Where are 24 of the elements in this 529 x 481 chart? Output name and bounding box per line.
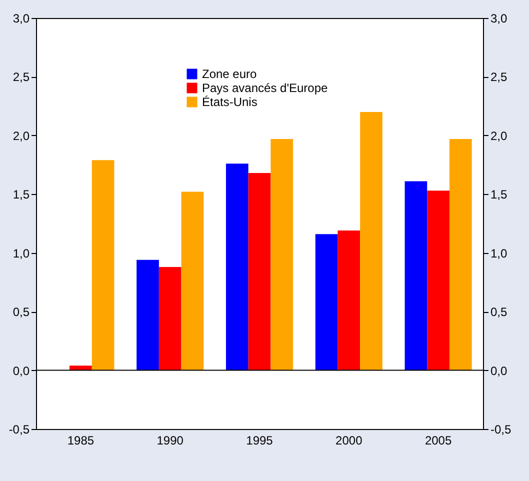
y2-tick-label: 2,0 bbox=[490, 128, 508, 143]
legend-label: États-Unis bbox=[202, 95, 258, 109]
x-tick-label: 2005 bbox=[424, 434, 452, 448]
y-tick-label: 2,5 bbox=[12, 70, 30, 84]
x-tick-label: 1990 bbox=[156, 434, 184, 448]
x-tick-label: 2000 bbox=[336, 434, 363, 448]
x-tick-label: 1985 bbox=[67, 434, 94, 448]
y-tick-label: 0,5 bbox=[12, 305, 30, 320]
y2-tick-label: 1,5 bbox=[490, 188, 508, 202]
y-tick-label: 1,0 bbox=[12, 246, 30, 260]
y2-tick-label: 0,0 bbox=[490, 364, 508, 378]
y-tick-label: -0,5 bbox=[8, 422, 30, 436]
y2-tick-label: -0,5 bbox=[490, 422, 512, 436]
legend-label: Zone euro bbox=[202, 67, 258, 81]
y2-tick-label: 0,5 bbox=[490, 305, 508, 320]
y-tick-label: 3,0 bbox=[12, 12, 30, 26]
y-tick-label: 2,0 bbox=[12, 128, 30, 143]
y-tick-label: 1,5 bbox=[12, 188, 30, 202]
y2-tick-label: 1,0 bbox=[490, 246, 508, 260]
y-tick-label: 0,0 bbox=[12, 364, 30, 378]
legend-label: Pays avancés d'Europe bbox=[202, 81, 328, 95]
y2-tick-label: 3,0 bbox=[490, 12, 508, 26]
x-tick-label: 1995 bbox=[246, 434, 274, 448]
y2-tick-label: 2,5 bbox=[490, 70, 508, 84]
